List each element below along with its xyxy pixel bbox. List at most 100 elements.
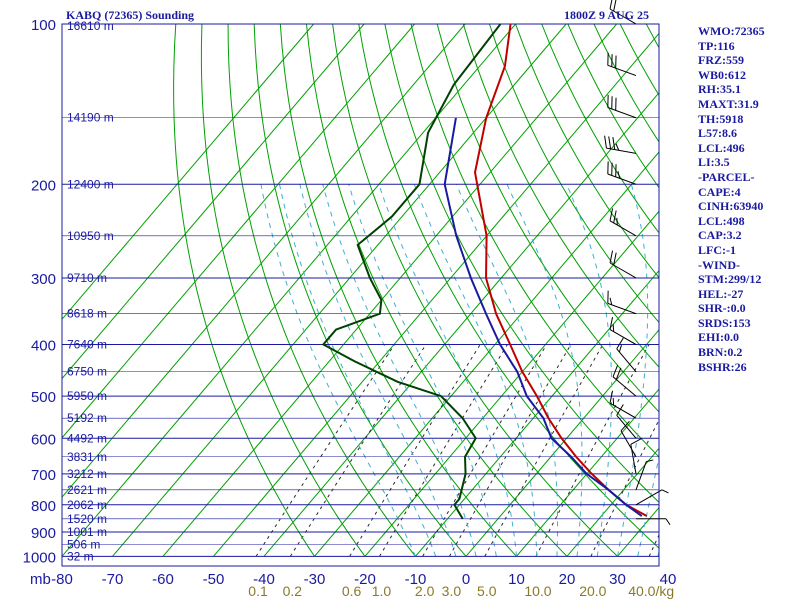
- height-label: 14190 m: [67, 111, 114, 125]
- stat-line: STM:299/12: [698, 272, 762, 287]
- wind-barb: [607, 94, 637, 119]
- stat-line: MAXT:31.9: [698, 96, 759, 111]
- temp-tick-label: -60: [152, 571, 174, 588]
- height-label: 6750 m: [67, 365, 107, 379]
- wind-barb: [607, 52, 637, 77]
- height-label: 3212 m: [67, 467, 107, 481]
- dry-adiabat-line: [305, 24, 568, 557]
- stat-line: FRZ:559: [698, 53, 744, 68]
- stat-line: BRN:0.2: [698, 345, 743, 360]
- stat-line: TP:116: [698, 38, 735, 53]
- mixing-ratio-label: 40.0/kg: [628, 583, 674, 599]
- stat-line: CAPE:4: [698, 184, 741, 199]
- height-label: 12400 m: [67, 177, 114, 191]
- isotherm-line: [566, 447, 659, 557]
- pressure-tick-label: 900: [31, 525, 56, 542]
- dry-adiabat-line: [777, 24, 800, 556]
- wind-barb: [630, 437, 643, 474]
- mixing-ratio-lines: [255, 344, 659, 557]
- temp-tick-label: 0: [462, 571, 470, 588]
- pressure-tick-label: 200: [31, 177, 56, 194]
- isotherm-line: [62, 24, 466, 498]
- mixing-ratio-label: 0.1: [248, 583, 268, 599]
- stat-line: CAP:3.2: [698, 228, 742, 243]
- moist-adiabat-line: [378, 184, 517, 557]
- isotherm-lines: [62, 24, 659, 557]
- wind-barb: [609, 390, 637, 419]
- mixing-ratio-label: 20.0: [579, 583, 606, 599]
- sounding-time: 1800Z 9 AUG 25: [564, 8, 650, 22]
- wind-barb: [612, 364, 637, 397]
- height-label: 2621 m: [67, 483, 107, 497]
- stat-line: RH:35.1: [698, 82, 741, 97]
- wind-barb: [607, 161, 637, 185]
- stat-line: LI:3.5: [698, 155, 730, 170]
- pressure-tick-label: 600: [31, 431, 56, 448]
- stat-line: SRDS:153: [698, 315, 751, 330]
- stat-line: TH:5918: [698, 111, 744, 126]
- height-label: 10950 m: [67, 229, 114, 243]
- dry-adiabat-line: [567, 24, 659, 189]
- temp-tick-label: 20: [559, 571, 576, 588]
- moist-adiabat-line: [617, 184, 649, 557]
- isobar-lines: [61, 23, 660, 567]
- isotherm-line: [465, 329, 659, 557]
- temp-tick-label: -10: [405, 571, 427, 588]
- temp-tick-label: -40: [253, 571, 275, 588]
- mixing-ratio-label: 0.2: [283, 583, 303, 599]
- height-label: 32 m: [67, 549, 94, 563]
- height-label: 8618 m: [67, 307, 107, 321]
- stat-line: HEL:-27: [698, 286, 744, 301]
- temp-tick-label: -80: [51, 571, 73, 588]
- isotherm-line: [62, 24, 415, 439]
- mixing-ratio-line: [422, 344, 548, 557]
- pressure-tick-label: 1000: [23, 549, 56, 566]
- pressure-unit-label: mb: [30, 571, 51, 588]
- wind-barb: [616, 337, 637, 373]
- stat-line: LCL:498: [698, 213, 745, 228]
- plot-frame: [61, 23, 660, 567]
- moist-adiabat-line: [260, 184, 416, 557]
- stat-line: -PARCEL-: [698, 169, 755, 184]
- pressure-tick-label: 300: [31, 271, 56, 288]
- moist-adiabat-line: [299, 184, 457, 557]
- wind-barb: [635, 489, 669, 506]
- mixing-ratio-label: 0.6: [342, 583, 362, 599]
- stat-line: WMO:72365: [698, 24, 765, 38]
- height-label: 506 m: [67, 537, 100, 551]
- wind-barbs: [604, 0, 671, 526]
- dewpoint-trace: [321, 24, 502, 520]
- pressure-tick-label: 500: [31, 389, 56, 406]
- height-label: 1001 m: [67, 525, 107, 539]
- stat-line: LFC:-1: [698, 242, 736, 257]
- dry-adiabat-line: [227, 24, 416, 557]
- dry-adiabat-line: [358, 24, 659, 549]
- dry-adiabat-line: [384, 24, 659, 503]
- isotherm-line: [62, 24, 314, 321]
- mixing-ratio-label: 1.0: [372, 583, 392, 599]
- moist-adiabat-line: [455, 184, 559, 557]
- height-label: 7640 m: [67, 338, 107, 352]
- pressure-tick-label: 400: [31, 338, 56, 355]
- mixing-ratio-label: 3.0: [442, 583, 462, 599]
- isotherm-line: [62, 24, 516, 557]
- isotherm-line: [516, 388, 659, 557]
- mixing-ratio-line: [648, 533, 659, 557]
- temp-tick-label: -20: [354, 571, 376, 588]
- stats-panel: WMO:72365 TP:116 FRZ:559 WB0:612 RH:35.1 MAXT…: [698, 24, 765, 374]
- temp-tick-label: 10: [508, 571, 525, 588]
- stat-line: CINH:63940: [698, 199, 764, 214]
- temp-tick-label: -70: [102, 571, 124, 588]
- moist-adiabat-line: [506, 184, 583, 557]
- stat-line: SHR-:0.0: [698, 301, 746, 316]
- isotherm-line: [415, 269, 659, 557]
- temp-tick-label: -50: [203, 571, 225, 588]
- moist-adiabat-line: [637, 454, 659, 557]
- dry-adiabat-line: [593, 24, 659, 143]
- stat-line: BSHR:26: [698, 359, 747, 374]
- height-label: 5192 m: [67, 411, 107, 425]
- parcel-trace: [443, 117, 643, 517]
- dry-adiabat-line: [200, 24, 366, 557]
- stat-line: LCL:496: [698, 140, 745, 155]
- mixing-ratio-line: [349, 344, 481, 557]
